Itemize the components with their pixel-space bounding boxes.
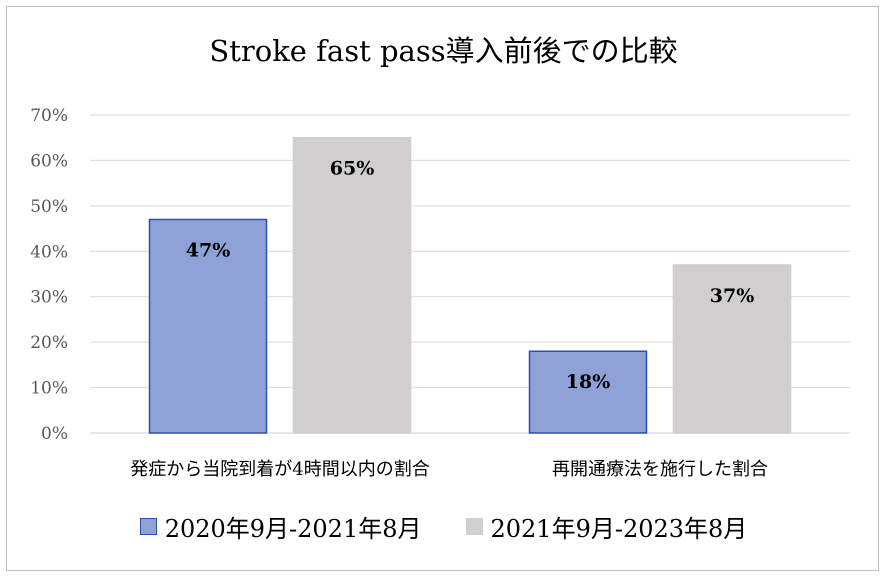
legend-item-series-1: 2020年9月-2021年8月 xyxy=(139,509,422,544)
plot-area: 0% 10% 20% 30% 40% 50% 60% 70% 47% 65% 18% 37% 発症か… xyxy=(30,106,850,480)
data-label-series-1-cat-1: 47% xyxy=(186,239,231,261)
y-tick-label-1: 10% xyxy=(30,379,68,399)
bar-series-1-cat-2 xyxy=(528,350,648,434)
legend: 2020年9月-2021年8月 2021年9月-2023年8月 xyxy=(0,506,887,546)
legend-label-series-1: 2020年9月-2021年8月 xyxy=(164,514,422,543)
x-category-label-2: 再開通療法を施行した割合 xyxy=(552,459,768,480)
y-tick-label-4: 40% xyxy=(30,242,68,262)
y-tick-label-7: 70% xyxy=(30,106,68,126)
legend-swatch-series-1 xyxy=(139,517,157,535)
bar-series-2-cat-1 xyxy=(292,136,412,434)
bar-series-1-cat-1 xyxy=(148,218,268,434)
legend-label-series-2: 2021年9月-2023年8月 xyxy=(490,514,748,543)
x-category-label-1: 発症から当院到着が4時間以内の割合 xyxy=(130,459,429,480)
legend-swatch-series-2 xyxy=(465,517,483,535)
data-label-series-1-cat-2: 18% xyxy=(566,371,611,393)
bars xyxy=(148,136,792,434)
y-tick-label-5: 50% xyxy=(30,197,68,217)
bar-series-2-cat-2 xyxy=(672,264,792,434)
y-tick-label-6: 60% xyxy=(30,151,68,171)
y-axis-ticks: 0% 10% 20% 30% 40% 50% 60% 70% xyxy=(30,106,68,444)
chart-title: Stroke fast pass導入前後での比較 xyxy=(209,34,678,68)
y-tick-label-3: 30% xyxy=(30,288,68,308)
data-labels: 47% 65% 18% 37% xyxy=(186,158,755,394)
x-axis-categories: 発症から当院到着が4時間以内の割合 再開通療法を施行した割合 xyxy=(130,459,768,480)
data-label-series-2-cat-1: 65% xyxy=(330,158,375,180)
y-tick-label-0: 0% xyxy=(41,424,68,444)
legend-item-series-2: 2021年9月-2023年8月 xyxy=(465,509,748,544)
y-tick-label-2: 20% xyxy=(30,333,68,353)
data-label-series-2-cat-2: 37% xyxy=(710,285,755,307)
